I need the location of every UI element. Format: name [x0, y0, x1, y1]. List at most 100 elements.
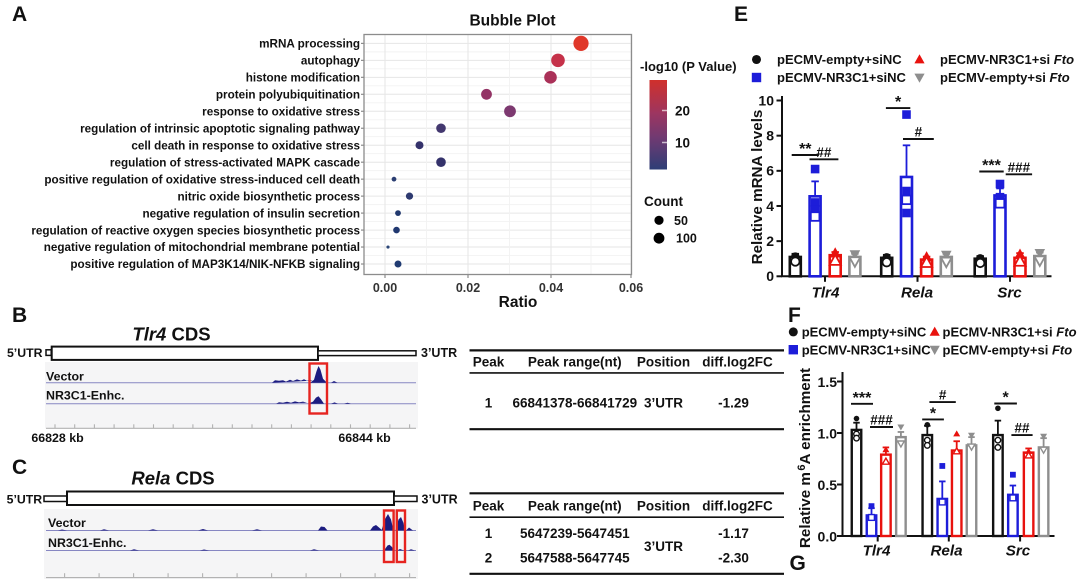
- svg-text:Vector: Vector: [46, 369, 84, 383]
- svg-text:50: 50: [674, 214, 688, 228]
- svg-text:Count: Count: [644, 194, 683, 209]
- svg-text:1.5: 1.5: [818, 374, 838, 390]
- svg-text:pECMV-empty+siNC: pECMV-empty+siNC: [777, 52, 902, 67]
- svg-text:Rela: Rela: [901, 285, 933, 302]
- svg-text:Tlr4 CDS: Tlr4 CDS: [132, 324, 210, 345]
- svg-text:-1.29: -1.29: [718, 396, 749, 411]
- svg-text:response to oxidative stress: response to oxidative stress: [202, 105, 360, 118]
- svg-text:##: ##: [816, 145, 832, 160]
- svg-text:3’UTR: 3’UTR: [422, 493, 458, 507]
- svg-text:F: F: [788, 304, 801, 327]
- svg-text:positive regulation of oxidati: positive regulation of oxidative stress-…: [44, 173, 360, 186]
- svg-text:Vector: Vector: [48, 516, 86, 530]
- svg-text:66828 kb: 66828 kb: [31, 431, 84, 445]
- svg-text:Position: Position: [637, 355, 690, 370]
- svg-text:10: 10: [758, 92, 774, 108]
- svg-text:diff.log2FC: diff.log2FC: [702, 498, 773, 513]
- svg-text:B: B: [12, 304, 27, 327]
- svg-text:***: ***: [853, 390, 872, 407]
- svg-text:4: 4: [766, 198, 774, 214]
- svg-text:5647588-5647745: 5647588-5647745: [520, 550, 630, 565]
- svg-text:5’UTR: 5’UTR: [7, 492, 43, 506]
- svg-text:Tlr4: Tlr4: [863, 543, 891, 560]
- svg-text:Relative m6A enrichment: Relative m6A enrichment: [796, 368, 814, 548]
- svg-text:Ratio: Ratio: [499, 294, 538, 311]
- svg-text:Rela CDS: Rela CDS: [131, 468, 214, 489]
- svg-text:6: 6: [766, 163, 774, 179]
- svg-text:-log10 (P Value): -log10 (P Value): [640, 59, 737, 74]
- svg-text:regulation of reactive oxygen: regulation of reactive oxygen species bi…: [31, 224, 360, 237]
- svg-text:0.00: 0.00: [373, 281, 397, 295]
- svg-text:Src: Src: [1006, 543, 1031, 560]
- svg-text:-2.30: -2.30: [718, 550, 749, 565]
- svg-text:10: 10: [675, 136, 690, 151]
- svg-text:#: #: [939, 388, 947, 403]
- svg-text:pECMV-NR3C1+siNC: pECMV-NR3C1+siNC: [802, 342, 932, 357]
- svg-text:Rela: Rela: [930, 543, 962, 560]
- svg-text:3’UTR: 3’UTR: [644, 539, 683, 554]
- svg-text:*: *: [1002, 390, 1009, 407]
- svg-text:*: *: [930, 405, 937, 422]
- svg-text:0: 0: [766, 268, 774, 284]
- svg-text:histone modification: histone modification: [246, 72, 360, 85]
- svg-text:##: ##: [1014, 421, 1030, 436]
- svg-text:-1.17: -1.17: [718, 526, 749, 541]
- svg-text:G: G: [790, 552, 806, 575]
- svg-text:pECMV-empty+si Fto: pECMV-empty+si Fto: [940, 70, 1070, 85]
- svg-text:0.04: 0.04: [539, 281, 563, 295]
- svg-text:regulation of stress-activated: regulation of stress-activated MAPK casc…: [110, 156, 361, 169]
- svg-text:66841378-66841729: 66841378-66841729: [512, 396, 637, 411]
- svg-text:E: E: [734, 3, 748, 26]
- svg-text:#: #: [915, 125, 923, 140]
- svg-text:0.5: 0.5: [818, 477, 838, 493]
- svg-text:0.06: 0.06: [619, 281, 643, 295]
- svg-text:Peak: Peak: [473, 355, 505, 370]
- svg-text:2: 2: [766, 233, 774, 249]
- svg-text:Relative mRNA levels: Relative mRNA levels: [749, 110, 766, 265]
- svg-text:0.02: 0.02: [456, 281, 480, 295]
- svg-text:100: 100: [676, 231, 697, 245]
- svg-text:nitric oxide biosynthetic proc: nitric oxide biosynthetic process: [177, 190, 360, 203]
- svg-text:*: *: [895, 94, 902, 111]
- svg-text:###: ###: [870, 413, 893, 428]
- svg-text:NR3C1-Enhc.: NR3C1-Enhc.: [48, 536, 127, 550]
- svg-text:diff.log2FC: diff.log2FC: [702, 355, 773, 370]
- svg-text:pECMV-NR3C1+siNC: pECMV-NR3C1+siNC: [777, 70, 907, 85]
- svg-text:1: 1: [485, 396, 493, 411]
- svg-text:pECMV-NR3C1+si Fto: pECMV-NR3C1+si Fto: [943, 325, 1077, 340]
- svg-text:5’UTR: 5’UTR: [7, 346, 43, 360]
- svg-text:NR3C1-Enhc.: NR3C1-Enhc.: [46, 388, 125, 402]
- svg-text:C: C: [12, 456, 27, 479]
- svg-text:autophagy: autophagy: [301, 55, 361, 68]
- svg-text:3’UTR: 3’UTR: [421, 346, 457, 360]
- svg-text:pECMV-NR3C1+si Fto: pECMV-NR3C1+si Fto: [940, 52, 1074, 67]
- svg-text:3’UTR: 3’UTR: [644, 396, 683, 411]
- svg-text:protein polyubiquitination: protein polyubiquitination: [216, 89, 360, 102]
- svg-text:8: 8: [766, 127, 774, 143]
- svg-text:**: **: [799, 141, 812, 158]
- svg-text:0.0: 0.0: [818, 528, 838, 544]
- svg-text:Peak: Peak: [473, 498, 505, 513]
- svg-text:A: A: [12, 3, 27, 26]
- svg-text:negative regulation of insulin: negative regulation of insulin secretion: [142, 207, 360, 220]
- svg-text:cell death in response to oxid: cell death in response to oxidative stre…: [131, 139, 360, 152]
- svg-text:###: ###: [1008, 160, 1031, 175]
- svg-text:2: 2: [485, 550, 493, 565]
- svg-text:pECMV-empty+si Fto: pECMV-empty+si Fto: [943, 342, 1073, 357]
- svg-text:Tlr4: Tlr4: [812, 285, 840, 302]
- svg-text:Position: Position: [637, 498, 690, 513]
- svg-text:positive regulation of MAP3K14: positive regulation of MAP3K14/NIK-NFKB …: [70, 258, 360, 271]
- svg-text:Bubble Plot: Bubble Plot: [469, 13, 555, 30]
- svg-text:negative regulation of mitocho: negative regulation of mitochondrial mem…: [44, 241, 360, 254]
- svg-text:1: 1: [485, 526, 493, 541]
- svg-text:***: ***: [982, 158, 1001, 175]
- svg-text:5647239-5647451: 5647239-5647451: [520, 526, 630, 541]
- svg-text:regulation of intrinsic apopto: regulation of intrinsic apoptotic signal…: [80, 122, 360, 135]
- svg-text:1.0: 1.0: [818, 425, 838, 441]
- svg-text:Peak range(nt): Peak range(nt): [528, 498, 622, 513]
- svg-text:Src: Src: [997, 285, 1022, 302]
- svg-text:66844 kb: 66844 kb: [338, 431, 391, 445]
- svg-text:pECMV-empty+siNC: pECMV-empty+siNC: [802, 325, 927, 340]
- svg-text:Peak range(nt): Peak range(nt): [528, 355, 622, 370]
- svg-text:20: 20: [675, 104, 690, 119]
